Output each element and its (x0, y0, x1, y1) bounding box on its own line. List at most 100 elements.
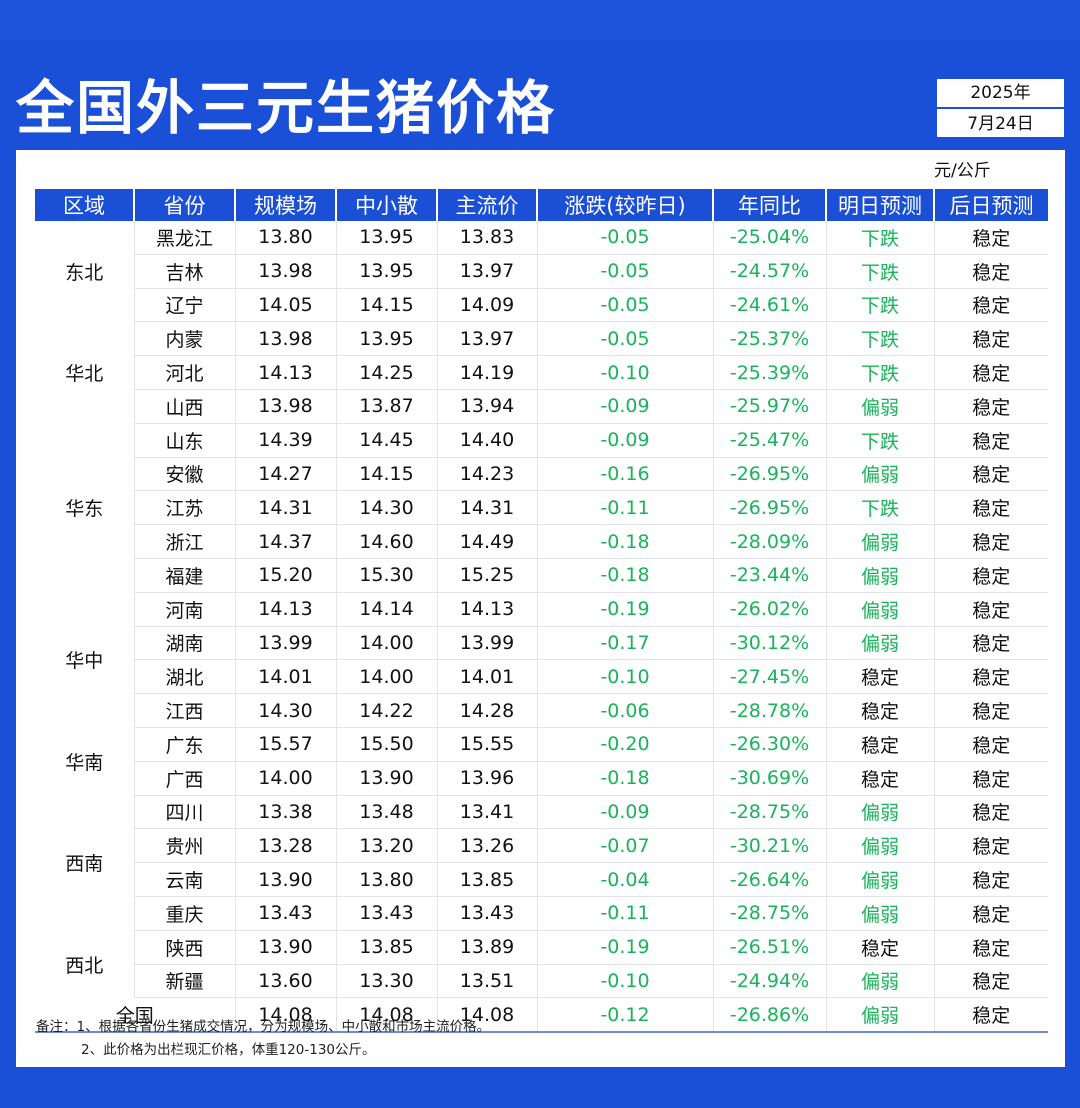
province-cell: 内蒙 (133, 321, 235, 357)
header-scale-farm: 规模场 (234, 189, 336, 221)
change-cell: -0.05 (536, 221, 713, 255)
scale-farm-cell: 13.99 (234, 626, 336, 661)
small-farm-cell: 14.45 (335, 423, 437, 458)
forecast-tomorrow-cell: 稳定 (825, 727, 934, 762)
province-cell: 黑龙江 (133, 221, 235, 255)
yoy-cell: -25.39% (712, 355, 826, 390)
province-cell: 吉林 (133, 254, 235, 289)
date-day: 7月24日 (967, 114, 1034, 134)
forecast-after-cell: 稳定 (933, 693, 1048, 728)
notes: 备注：1、根据各省份生猪成交情况，分为规模场、中小散和市场主流价格。 2、此价格… (36, 1016, 490, 1062)
main-price-cell: 13.97 (436, 254, 537, 289)
forecast-tomorrow-cell: 偏弱 (825, 896, 934, 931)
yoy-cell: -26.95% (712, 457, 826, 492)
yoy-cell: -25.97% (712, 389, 826, 424)
forecast-after-cell: 稳定 (933, 761, 1048, 796)
table-row: 江苏 14.31 14.30 14.31 -0.11 -26.95% 下跌 稳定 (35, 490, 1048, 526)
change-cell: -0.19 (536, 930, 713, 965)
forecast-after-cell: 稳定 (933, 862, 1048, 897)
scale-farm-cell: 13.98 (234, 254, 336, 289)
region-cell: 华南 (65, 751, 104, 774)
scale-farm-cell: 13.38 (234, 795, 336, 830)
forecast-after-cell: 稳定 (933, 727, 1048, 762)
forecast-tomorrow-cell: 偏弱 (825, 592, 934, 627)
small-farm-cell: 13.43 (335, 896, 437, 931)
change-cell: -0.07 (536, 828, 713, 864)
header-main-price: 主流价 (436, 189, 537, 221)
province-cell: 湖北 (133, 659, 235, 695)
yoy-cell: -28.78% (712, 693, 826, 728)
province-cell: 山西 (133, 389, 235, 424)
small-farm-cell: 14.22 (335, 693, 437, 728)
forecast-after-cell: 稳定 (933, 964, 1048, 999)
province-cell: 广东 (133, 727, 235, 762)
table-row: 西北 陕西 13.90 13.85 13.89 -0.19 -26.51% 稳定 稳定 (35, 930, 1048, 977)
scale-farm-cell: 15.20 (234, 558, 336, 593)
forecast-tomorrow-cell: 偏弱 (825, 795, 934, 830)
small-farm-cell: 14.14 (335, 592, 437, 627)
main-price-cell: 13.97 (436, 321, 537, 357)
main-price-cell: 13.96 (436, 761, 537, 796)
forecast-after-cell: 稳定 (933, 355, 1048, 390)
yoy-cell: -26.64% (712, 862, 826, 897)
region-cell: 华北 (65, 363, 104, 386)
scale-farm-cell: 14.01 (234, 659, 336, 695)
yoy-cell: -28.75% (712, 795, 826, 830)
region-cell: 东北 (65, 261, 104, 284)
small-farm-cell: 13.80 (335, 862, 437, 897)
forecast-tomorrow-cell: 稳定 (825, 659, 934, 695)
top-strip (0, 0, 1080, 40)
scale-farm-cell: 14.37 (234, 524, 336, 559)
change-cell: -0.18 (536, 761, 713, 796)
main-price-cell: 15.55 (436, 727, 537, 762)
region-cell: 西南 (65, 853, 104, 876)
small-farm-cell: 13.30 (335, 964, 437, 999)
table-body: 东北 黑龙江 13.80 13.95 13.83 -0.05 -25.04% 下跌 稳定 吉林 13… (35, 221, 1048, 1034)
forecast-tomorrow-total-cell: 偏弱 (825, 997, 934, 1034)
main-price-cell: 14.01 (436, 659, 537, 695)
total-label-cell: 全国 (35, 997, 235, 1034)
scale-farm-total-cell: 14.08 (234, 997, 336, 1034)
region-cell: 华东 (65, 498, 104, 521)
forecast-after-cell: 稳定 (933, 321, 1048, 357)
forecast-tomorrow-cell: 偏弱 (825, 457, 934, 492)
change-cell: -0.11 (536, 896, 713, 931)
main-price-cell: 14.19 (436, 355, 537, 390)
change-cell: -0.05 (536, 321, 713, 357)
small-farm-cell: 14.25 (335, 355, 437, 390)
table-header-row: 区域 省份 规模场 中小散 主流价 涨跌(较昨日) 年同比 明日预测 后日预测 (35, 189, 1048, 221)
forecast-after-cell: 稳定 (933, 795, 1048, 830)
date-year: 2025年 (937, 79, 1064, 109)
scale-farm-cell: 14.39 (234, 423, 336, 458)
scale-farm-cell: 14.00 (234, 761, 336, 796)
small-farm-cell: 13.90 (335, 761, 437, 796)
forecast-after-cell: 稳定 (933, 490, 1048, 526)
yoy-cell: -26.02% (712, 592, 826, 627)
small-farm-cell: 14.00 (335, 659, 437, 695)
region-cell: 华中 (65, 650, 104, 673)
forecast-tomorrow-cell: 偏弱 (825, 964, 934, 999)
region-cell: 西北 (65, 954, 104, 977)
forecast-after-cell: 稳定 (933, 288, 1048, 323)
table-row: 东北 黑龙江 13.80 13.95 13.83 -0.05 -25.04% 下跌 稳定 (35, 221, 1048, 284)
forecast-after-cell: 稳定 (933, 930, 1048, 965)
province-cell: 新疆 (133, 964, 235, 999)
yoy-cell: -23.44% (712, 558, 826, 593)
change-cell: -0.04 (536, 862, 713, 897)
forecast-after-cell: 稳定 (933, 659, 1048, 695)
forecast-after-cell: 稳定 (933, 457, 1048, 492)
forecast-tomorrow-cell: 稳定 (825, 930, 934, 965)
forecast-tomorrow-cell: 稳定 (825, 761, 934, 796)
province-cell: 重庆 (133, 896, 235, 931)
province-cell: 河南 (133, 592, 235, 627)
scale-farm-cell: 13.98 (234, 321, 336, 357)
change-cell: -0.05 (536, 254, 713, 289)
province-cell: 辽宁 (133, 288, 235, 323)
table-row: 华东 山东 14.39 14.45 14.40 -0.09 -25.47% 下跌 稳定 (35, 423, 1048, 520)
yoy-cell: -24.94% (712, 964, 826, 999)
main-price-cell: 13.43 (436, 896, 537, 931)
note-2: 2、此价格为出栏现汇价格，体重120-130公斤。 (81, 1042, 376, 1058)
forecast-tomorrow-cell: 偏弱 (825, 862, 934, 897)
scale-farm-cell: 13.90 (234, 862, 336, 897)
forecast-tomorrow-cell: 下跌 (825, 490, 934, 526)
